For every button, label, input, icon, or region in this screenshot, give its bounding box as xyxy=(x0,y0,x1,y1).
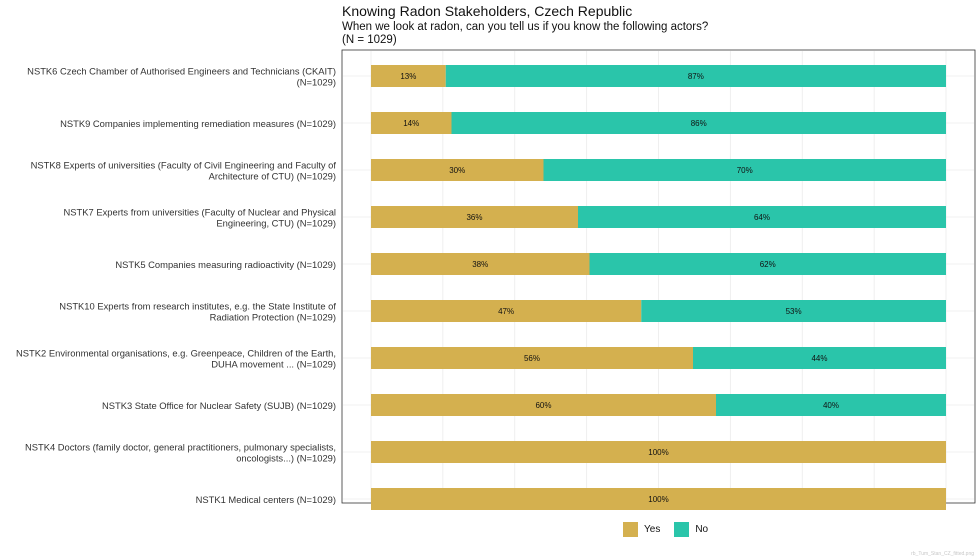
data-label-yes-0: 13% xyxy=(400,72,416,81)
category-label-5-line-1: Radiation Protection (N=1029) xyxy=(210,312,336,323)
data-label-yes-5: 47% xyxy=(498,307,514,316)
category-label-3-line-1: Engineering, CTU) (N=1029) xyxy=(216,218,336,229)
category-label-2-line-0: NSTK8 Experts of universities (Faculty o… xyxy=(31,160,337,171)
data-label-yes-2: 30% xyxy=(449,166,465,175)
bar-no-2 xyxy=(543,159,946,181)
data-label-no-6: 44% xyxy=(811,354,827,363)
data-label-no-0: 87% xyxy=(688,72,704,81)
chart-title: Knowing Radon Stakeholders, Czech Republ… xyxy=(342,3,633,19)
bar-no-4 xyxy=(589,253,946,275)
chart-subtitle: When we look at radon, can you tell us i… xyxy=(342,21,708,47)
data-label-no-7: 40% xyxy=(823,401,839,410)
data-label-yes-9: 100% xyxy=(648,495,668,504)
data-label-yes-7: 60% xyxy=(535,401,551,410)
bar-yes-5 xyxy=(371,300,642,322)
data-label-yes-8: 100% xyxy=(648,448,668,457)
bar-no-3 xyxy=(578,206,946,228)
data-label-no-3: 64% xyxy=(754,213,770,222)
data-label-yes-6: 56% xyxy=(524,354,540,363)
legend-swatch-no xyxy=(674,522,690,537)
bar-yes-3 xyxy=(371,206,578,228)
category-label-1-line-0: NSTK9 Companies implementing remediation… xyxy=(60,118,336,129)
bar-yes-8 xyxy=(371,441,946,463)
bar-no-0 xyxy=(445,65,946,87)
data-label-yes-4: 38% xyxy=(472,260,488,269)
category-label-3-line-0: NSTK7 Experts from universities (Faculty… xyxy=(64,207,337,218)
category-label-6-line-1: DUHA movement ... (N=1029) xyxy=(211,359,336,370)
category-label-2-line-1: Architecture of CTU) (N=1029) xyxy=(209,171,336,182)
bar-no-5 xyxy=(641,300,946,322)
category-label-9-line-0: NSTK1 Medical centers (N=1029) xyxy=(196,494,336,505)
category-label-7-line-0: NSTK3 State Office for Nuclear Safety (S… xyxy=(102,400,336,411)
data-label-yes-1: 14% xyxy=(403,119,419,128)
bar-yes-4 xyxy=(371,253,590,275)
category-label-8-line-0: NSTK4 Doctors (family doctor, general pr… xyxy=(25,442,336,453)
legend-item-yes: Yes xyxy=(623,522,660,537)
chart-legend: Yes No xyxy=(623,522,722,537)
legend-swatch-yes xyxy=(623,522,638,537)
category-label-5-line-0: NSTK10 Experts from research institutes,… xyxy=(59,301,336,312)
data-label-no-5: 53% xyxy=(786,307,802,316)
legend-label-yes: Yes xyxy=(644,524,661,535)
category-label-4-line-0: NSTK5 Companies measuring radioactivity … xyxy=(115,259,336,270)
bar-yes-9 xyxy=(371,488,946,510)
data-label-yes-3: 36% xyxy=(466,213,482,222)
category-label-8-line-1: oncologists...) (N=1029) xyxy=(236,453,336,464)
legend-item-no: No xyxy=(674,522,708,537)
category-label-0-line-1: (N=1029) xyxy=(297,77,336,88)
bar-no-1 xyxy=(451,112,946,134)
bar-no-6 xyxy=(693,347,946,369)
watermark: rb_Tum_Stan_CZ_fitted.png xyxy=(911,551,974,557)
bar-yes-7 xyxy=(371,394,716,416)
subtitle-line-2: (N = 1029) xyxy=(342,34,397,46)
subtitle-line-1: When we look at radon, can you tell us i… xyxy=(342,21,709,33)
data-label-no-2: 70% xyxy=(737,166,753,175)
bar-yes-6 xyxy=(371,347,693,369)
category-label-0-line-0: NSTK6 Czech Chamber of Authorised Engine… xyxy=(27,66,336,77)
bar-yes-0 xyxy=(371,65,446,87)
bar-no-7 xyxy=(716,394,946,416)
bar-yes-1 xyxy=(371,112,452,134)
data-label-no-1: 86% xyxy=(691,119,707,128)
category-label-6-line-0: NSTK2 Environmental organisations, e.g. … xyxy=(16,348,336,359)
legend-label-no: No xyxy=(695,524,709,535)
bar-yes-2 xyxy=(371,159,544,181)
data-label-no-4: 62% xyxy=(760,260,776,269)
